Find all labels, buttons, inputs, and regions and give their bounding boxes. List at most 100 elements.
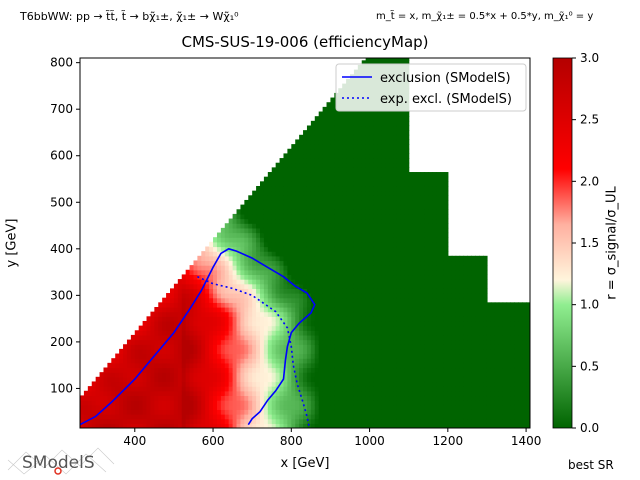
heatmap-cell: [377, 395, 382, 401]
heatmap-cell: [267, 185, 273, 192]
heatmap-cell: [365, 111, 371, 117]
heatmap-cell: [373, 395, 378, 401]
heatmap-cell: [490, 334, 496, 341]
heatmap-cell: [459, 320, 465, 327]
heatmap-cell: [377, 134, 382, 141]
heatmap-cell: [275, 325, 281, 331]
heatmap-cell: [389, 265, 394, 271]
heatmap-cell: [189, 279, 195, 285]
heatmap-cell: [275, 218, 281, 224]
heatmap-cell: [318, 293, 324, 299]
heatmap-cell: [463, 288, 468, 294]
heatmap-cell: [357, 116, 363, 122]
heatmap-cell: [416, 330, 422, 336]
heatmap-cell: [189, 353, 195, 359]
heatmap-cell: [436, 339, 441, 345]
heatmap-cell: [357, 260, 363, 266]
heatmap-cell: [314, 381, 320, 387]
heatmap-cell: [451, 283, 457, 289]
heatmap-cell: [209, 414, 214, 420]
heatmap-cell: [373, 139, 378, 145]
heatmap-cell: [306, 241, 312, 248]
heatmap-cell: [181, 279, 187, 285]
heatmap-cell: [346, 404, 351, 410]
heatmap-cell: [240, 241, 245, 248]
heatmap-cell: [369, 372, 375, 378]
heatmap-cell: [467, 418, 472, 424]
heatmap-cell: [248, 367, 253, 373]
heatmap-cell: [256, 353, 261, 359]
heatmap-cell: [393, 139, 398, 145]
heatmap-cell: [244, 400, 249, 406]
heatmap-cell: [483, 325, 488, 331]
heatmap-cell: [459, 283, 465, 289]
heatmap-cell: [236, 293, 242, 299]
heatmap-cell: [361, 148, 367, 155]
heatmap-cell: [412, 288, 418, 294]
heatmap-cell: [220, 269, 226, 276]
heatmap-cell: [334, 288, 339, 294]
heatmap-cell: [228, 400, 234, 406]
heatmap-cell: [432, 265, 437, 271]
heatmap-cell: [350, 288, 355, 294]
heatmap-cell: [353, 204, 359, 210]
heatmap-cell: [252, 269, 257, 276]
heatmap-cell: [436, 227, 441, 234]
heatmap-cell: [197, 358, 202, 364]
heatmap-cell: [267, 265, 273, 271]
heatmap-cell: [267, 418, 273, 424]
heatmap-cell: [350, 223, 355, 229]
heatmap-cell: [256, 251, 261, 257]
heatmap-cell: [244, 279, 249, 285]
heatmap-cell: [177, 344, 183, 350]
heatmap-cell: [350, 423, 355, 428]
heatmap-cell: [193, 311, 198, 317]
heatmap-cell: [338, 274, 343, 280]
heatmap-cell: [271, 288, 277, 294]
heatmap-cell: [389, 185, 394, 192]
heatmap-cell: [244, 367, 249, 373]
heatmap-cell: [365, 283, 371, 289]
heatmap-cell: [173, 367, 179, 373]
heatmap-cell: [408, 265, 414, 271]
heatmap-cell: [310, 153, 316, 159]
heatmap-cell: [385, 339, 390, 345]
heatmap-cell: [111, 381, 116, 387]
heatmap-cell: [267, 213, 273, 220]
heatmap-cell: [306, 283, 312, 289]
heatmap-cell: [490, 353, 496, 359]
heatmap-cell: [166, 330, 171, 336]
heatmap-cell: [279, 195, 285, 201]
heatmap-cell: [310, 241, 316, 248]
heatmap-cell: [361, 116, 367, 122]
heatmap-cell: [193, 306, 198, 313]
heatmap-cell: [197, 390, 202, 397]
heatmap-cell: [369, 288, 375, 294]
heatmap-cell: [404, 204, 410, 210]
heatmap-cell: [279, 325, 285, 331]
heatmap-cell: [138, 344, 144, 350]
heatmap-cell: [420, 283, 425, 289]
heatmap-cell: [436, 237, 441, 243]
heatmap-cell: [440, 274, 445, 280]
heatmap-cell: [393, 130, 398, 136]
heatmap-cell: [361, 120, 367, 127]
heatmap-cell: [213, 283, 218, 289]
heatmap-cell: [377, 344, 382, 350]
heatmap-cell: [267, 279, 273, 285]
heatmap-cell: [385, 269, 390, 276]
heatmap-cell: [330, 172, 335, 178]
heatmap-cell: [440, 395, 445, 401]
heatmap-cell: [240, 325, 245, 331]
heatmap-cell: [338, 404, 343, 410]
heatmap-cell: [400, 358, 406, 364]
heatmap-cell: [385, 134, 390, 141]
heatmap-cell: [213, 358, 218, 364]
heatmap-cell: [346, 116, 351, 122]
heatmap-cell: [486, 376, 492, 383]
heatmap-cell: [193, 274, 198, 280]
heatmap-cell: [377, 251, 382, 257]
heatmap-cell: [326, 395, 332, 401]
heatmap-cell: [173, 302, 179, 308]
heatmap-cell: [197, 320, 202, 327]
